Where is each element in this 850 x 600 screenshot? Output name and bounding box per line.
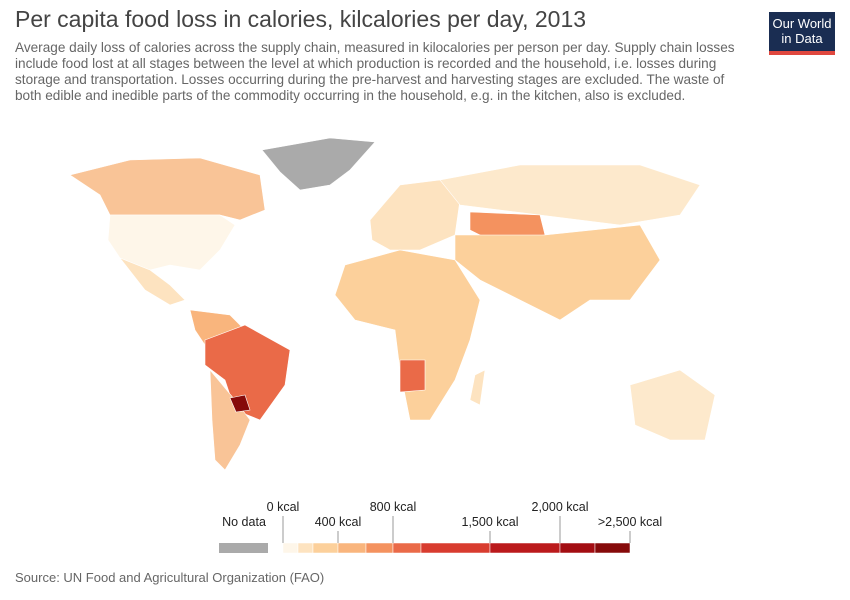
legend-label: 400 kcal: [315, 515, 362, 529]
legend-swatch: [365, 542, 394, 554]
legend-label: 1,500 kcal: [462, 515, 519, 529]
angola: [399, 359, 426, 393]
no-data-swatch: [219, 543, 268, 553]
greenland: [261, 137, 376, 191]
logo-line: Our World: [772, 16, 832, 31]
madagascar: [469, 369, 486, 406]
legend-swatch: [282, 542, 299, 554]
legend-swatch: [594, 542, 631, 554]
legend-label: 2,000 kcal: [532, 500, 589, 514]
australia: [629, 369, 716, 441]
legend-swatch: [337, 542, 367, 554]
legend-swatch: [297, 542, 314, 554]
title: Per capita food loss in calories, kilcal…: [15, 6, 587, 32]
russia: [439, 164, 701, 226]
usa: [107, 214, 236, 271]
source: Source: UN Food and Agricultural Organiz…: [15, 570, 325, 585]
legend-swatch: [489, 542, 561, 554]
africa: [334, 249, 481, 421]
mexico: [119, 257, 186, 306]
no-data-label: No data: [222, 515, 266, 529]
legend-swatch: [420, 542, 491, 554]
europe: [369, 179, 461, 251]
logo-line: in Data: [781, 31, 823, 46]
legend-swatch: [392, 542, 422, 554]
legend-label: >2,500 kcal: [598, 515, 662, 529]
legend-swatch: [559, 542, 596, 554]
legend-swatch: [312, 542, 339, 554]
legend-label: 800 kcal: [370, 500, 417, 514]
subtitle: Average daily loss of calories across th…: [15, 40, 735, 103]
brazil: [204, 324, 291, 421]
asia: [454, 224, 661, 321]
legend-label: 0 kcal: [267, 500, 300, 514]
logo[interactable]: Our World in Data: [769, 12, 835, 55]
land: [69, 137, 716, 471]
canada: [69, 157, 266, 221]
paraguay: [229, 394, 251, 413]
